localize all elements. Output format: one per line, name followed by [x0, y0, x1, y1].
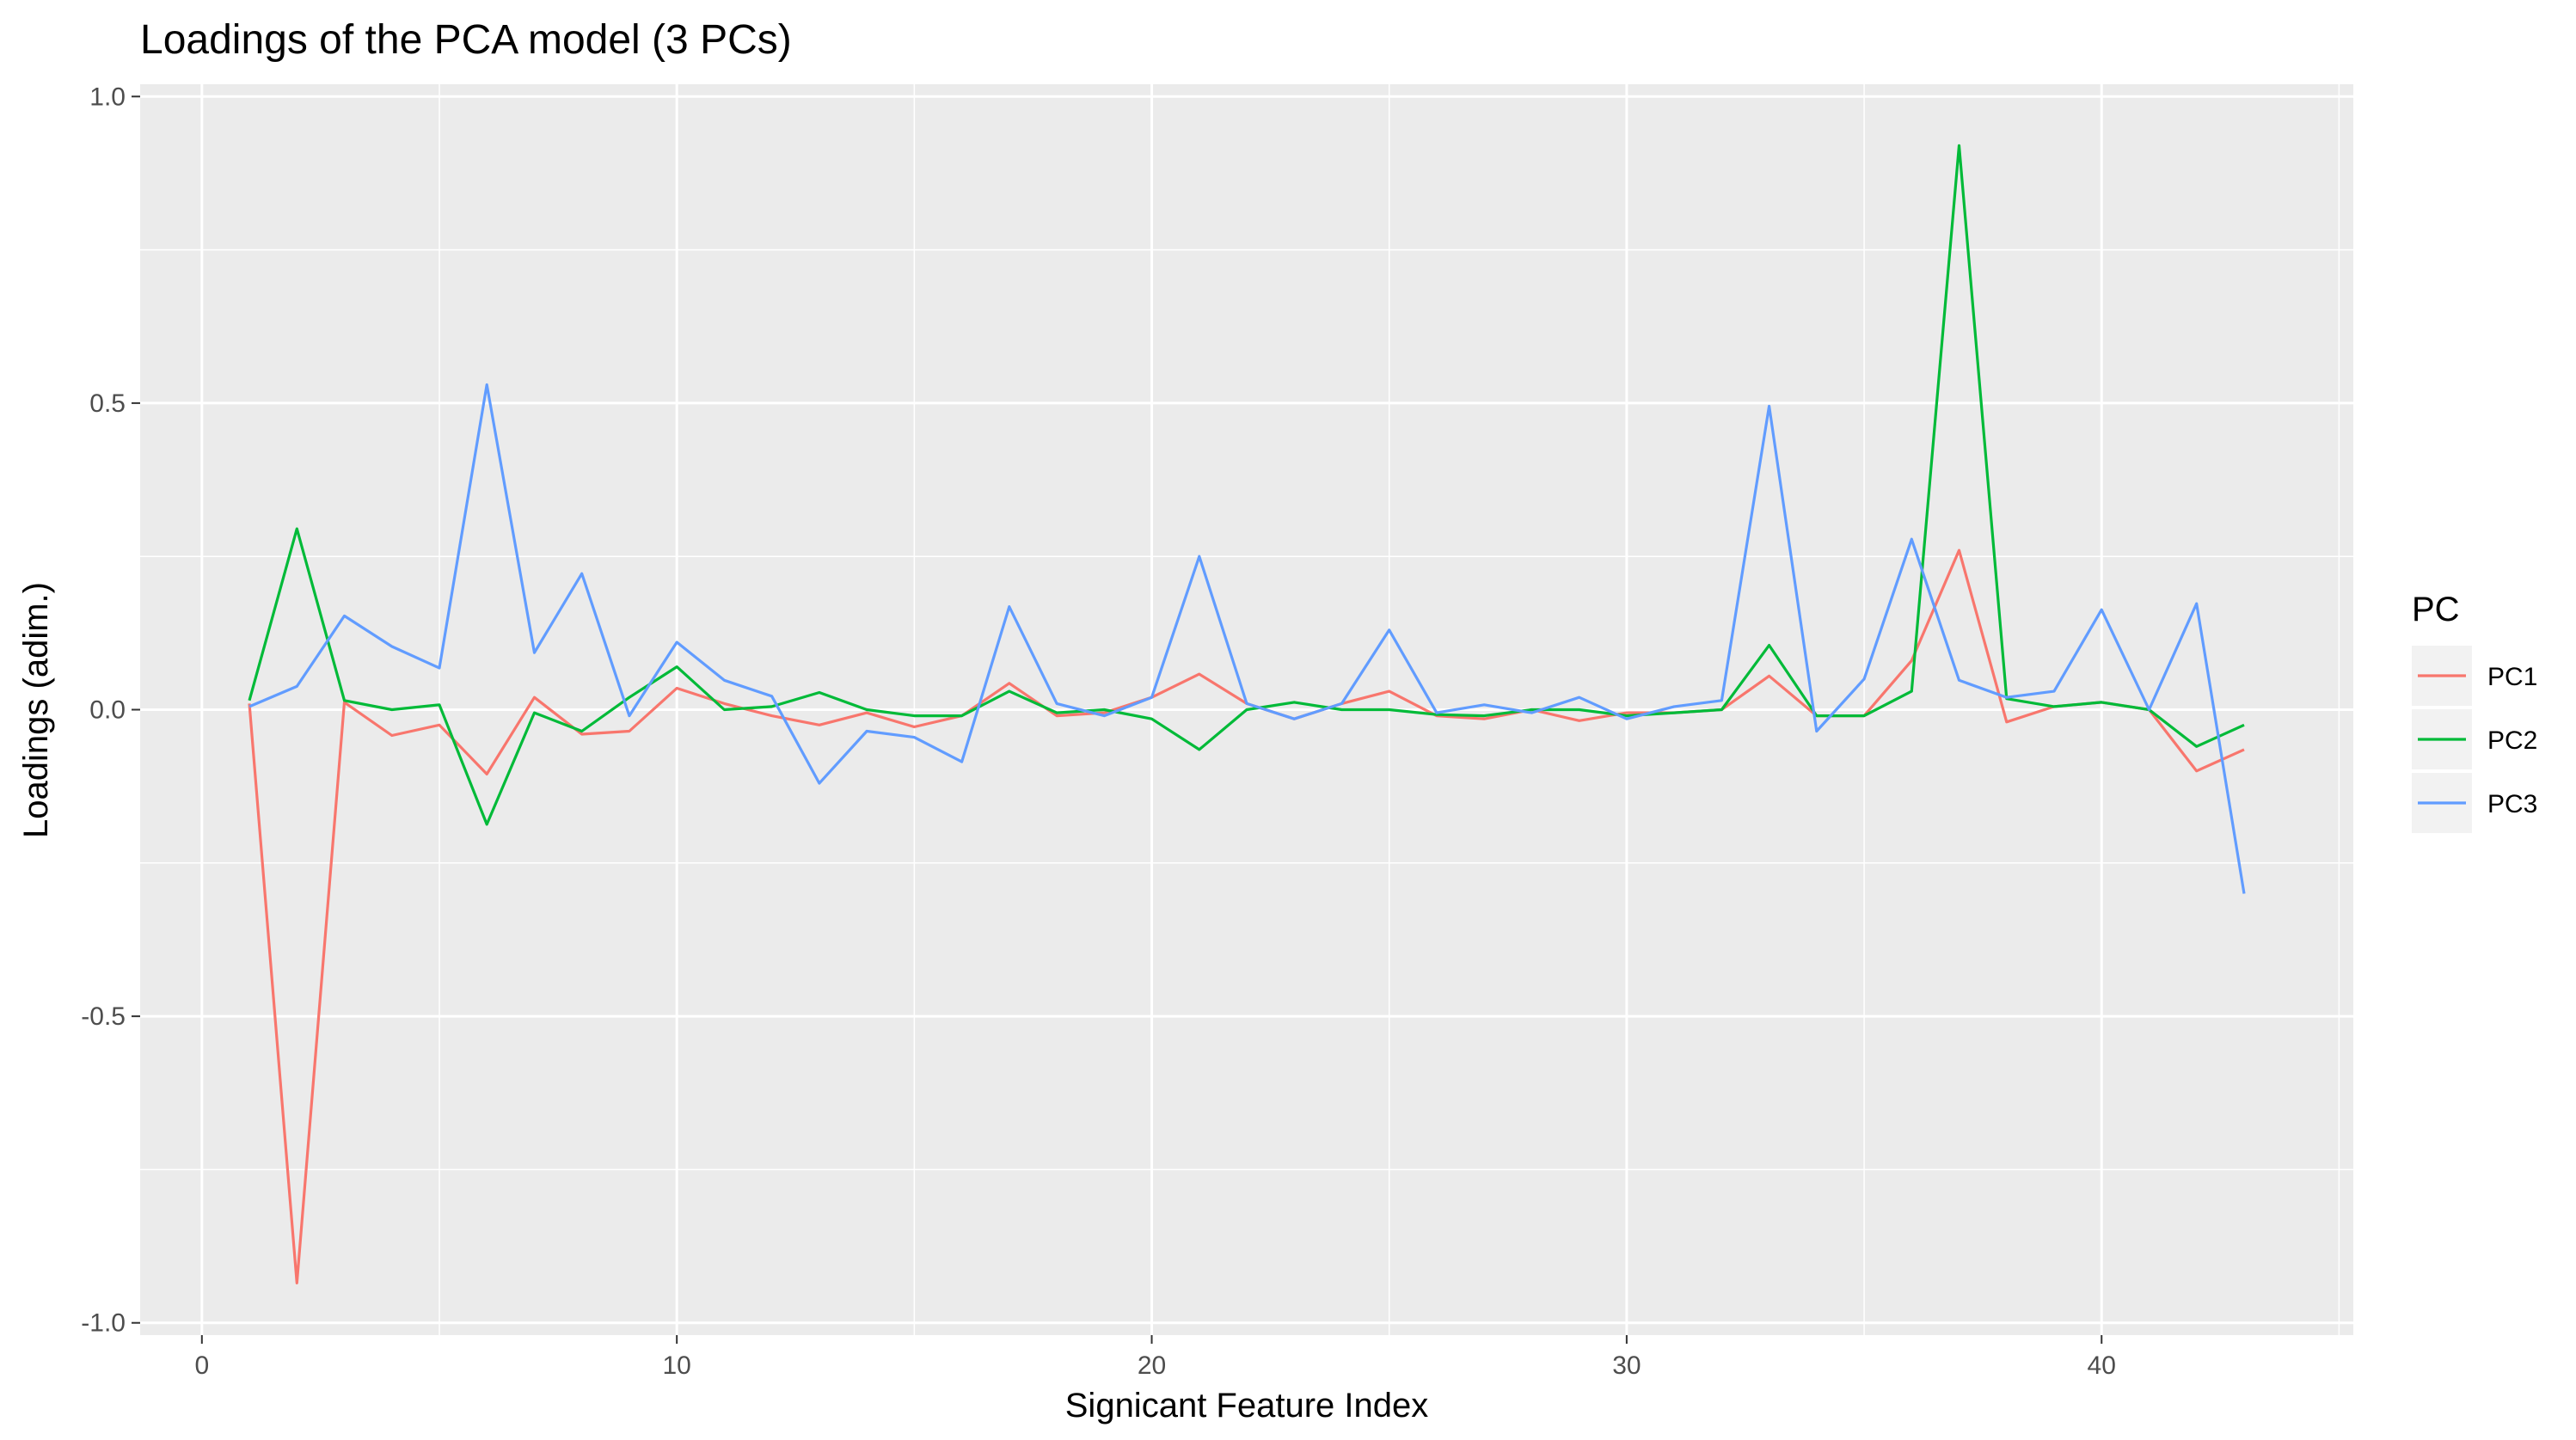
y-tick-label: 0.5 — [89, 389, 126, 418]
x-tick-label: 40 — [2088, 1351, 2116, 1380]
y-tick-label: 0.0 — [89, 696, 126, 725]
x-tick-label: 20 — [1138, 1351, 1166, 1380]
y-tick-label: -0.5 — [81, 1002, 126, 1031]
x-axis: 0 10 20 30 40 — [194, 1335, 2116, 1380]
grid-major — [140, 84, 2353, 1335]
legend-label-pc2: PC2 — [2487, 726, 2537, 755]
series-lines — [248, 144, 2246, 1285]
legend-title: PC — [2412, 591, 2460, 628]
chart-title: Loadings of the PCA model (3 PCs) — [140, 17, 792, 63]
x-tick-label: 10 — [662, 1351, 690, 1380]
series-line-pc3 — [248, 383, 2246, 894]
x-axis-title: Signicant Feature Index — [1065, 1387, 1428, 1425]
series-line-pc2 — [248, 144, 2245, 826]
legend-label-pc3: PC3 — [2487, 790, 2537, 818]
x-tick-label: 0 — [194, 1351, 209, 1380]
y-tick-label: -1.0 — [81, 1309, 126, 1338]
y-axis: -1.0 -0.5 0.0 0.5 1.0 — [81, 83, 140, 1338]
legend: PC PC1 PC2 PC3 — [2412, 591, 2537, 833]
x-tick-label: 30 — [1612, 1351, 1641, 1380]
y-axis-title: Loadings (adim.) — [17, 582, 55, 838]
legend-items: PC1 PC2 PC3 — [2412, 646, 2537, 833]
y-tick-label: 1.0 — [89, 83, 126, 111]
legend-label-pc1: PC1 — [2487, 663, 2537, 691]
